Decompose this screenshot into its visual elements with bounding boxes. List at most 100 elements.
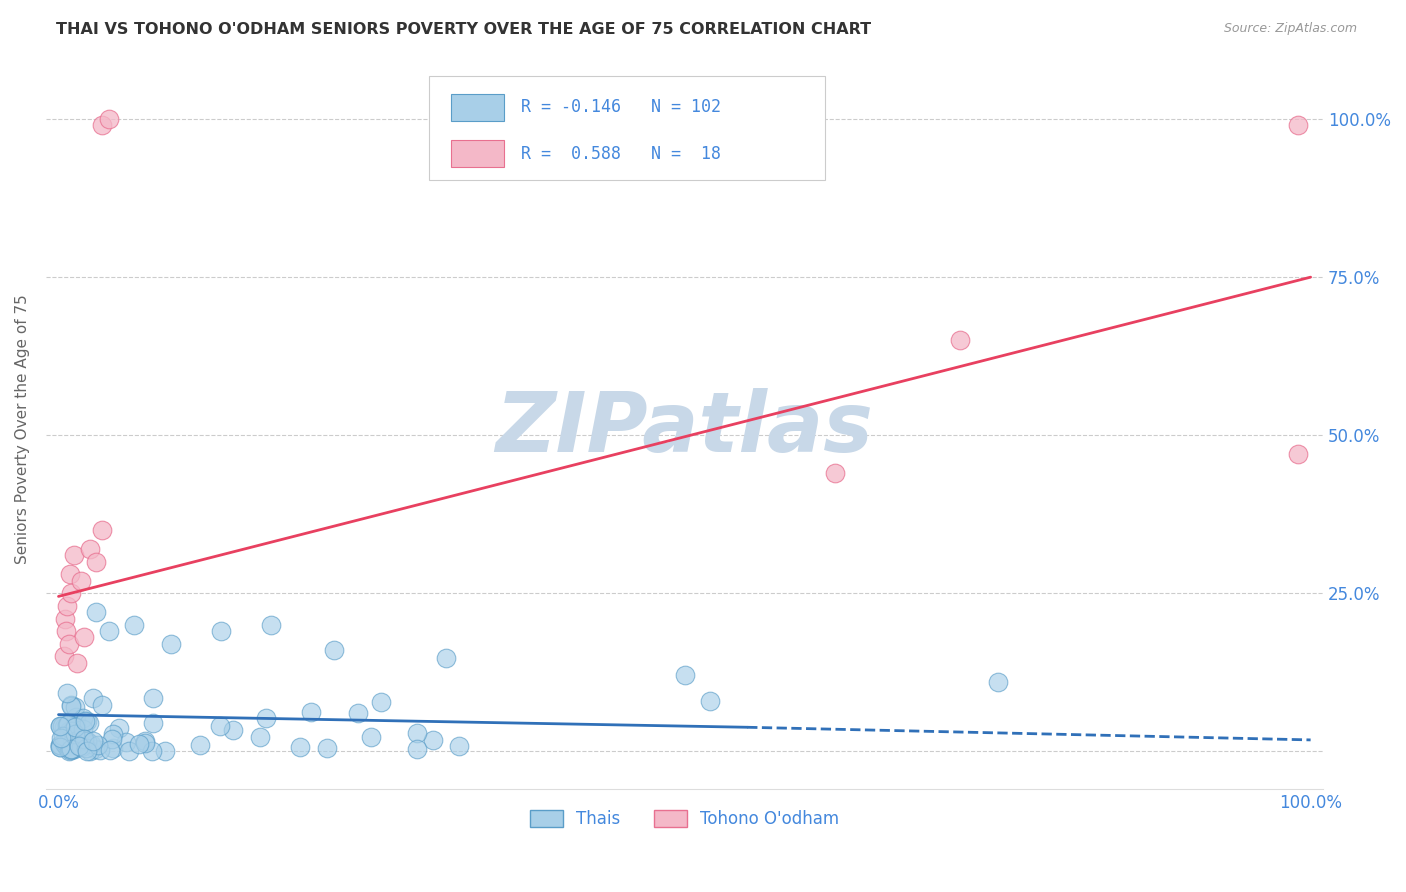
- Point: [59, 699, 82, 714]
- FancyBboxPatch shape: [451, 94, 505, 121]
- Point: [72, 722, 94, 736]
- Point: [52, 734, 75, 748]
- Point: [160, 637, 183, 651]
- Text: R = -0.146   N = 102: R = -0.146 N = 102: [522, 98, 721, 116]
- Point: [76, 734, 98, 748]
- Point: [65, 715, 87, 730]
- Point: [60, 723, 83, 738]
- Point: [91, 523, 114, 537]
- Point: [699, 694, 721, 708]
- Point: [323, 643, 346, 657]
- Point: [56, 686, 79, 700]
- Point: [101, 741, 124, 756]
- Point: [59, 567, 82, 582]
- Point: [58, 727, 80, 741]
- Point: [79, 744, 101, 758]
- Point: [59, 743, 82, 757]
- Point: [142, 716, 165, 731]
- Point: [406, 742, 429, 756]
- Point: [62, 719, 84, 733]
- Point: [434, 651, 457, 665]
- Point: [949, 334, 972, 348]
- Point: [75, 714, 97, 728]
- Point: [60, 736, 83, 750]
- Point: [89, 743, 111, 757]
- Point: [449, 739, 471, 753]
- Point: [108, 721, 131, 735]
- Text: R =  0.588   N =  18: R = 0.588 N = 18: [522, 145, 721, 162]
- Point: [254, 710, 277, 724]
- Point: [77, 716, 100, 731]
- Point: [59, 742, 82, 756]
- Text: ZIPatlas: ZIPatlas: [496, 388, 873, 469]
- Point: [63, 742, 86, 756]
- Point: [55, 624, 77, 639]
- Point: [299, 705, 322, 719]
- Point: [53, 721, 76, 735]
- Point: [62, 741, 84, 756]
- Point: [98, 743, 121, 757]
- Point: [72, 711, 94, 725]
- Point: [134, 734, 156, 748]
- Point: [55, 739, 77, 753]
- Point: [117, 744, 139, 758]
- Point: [67, 732, 90, 747]
- Point: [370, 695, 392, 709]
- Point: [72, 631, 94, 645]
- Point: [84, 555, 107, 569]
- Point: [82, 691, 104, 706]
- Point: [58, 724, 80, 739]
- Point: [49, 731, 72, 745]
- Point: [48, 740, 70, 755]
- FancyBboxPatch shape: [429, 76, 825, 180]
- Point: [48, 719, 70, 733]
- Point: [58, 738, 80, 752]
- Point: [75, 741, 97, 756]
- Point: [51, 719, 73, 733]
- Point: [101, 726, 124, 740]
- Point: [97, 624, 120, 639]
- Point: [67, 739, 90, 754]
- Point: [63, 727, 86, 741]
- Point: [48, 719, 70, 733]
- Point: [84, 605, 107, 619]
- Point: [65, 720, 87, 734]
- Point: [58, 717, 80, 731]
- Point: [49, 739, 72, 753]
- Point: [79, 541, 101, 556]
- Point: [115, 734, 138, 748]
- Point: [91, 119, 114, 133]
- Point: [56, 718, 79, 732]
- Point: [84, 742, 107, 756]
- Point: [60, 586, 83, 600]
- Point: [134, 736, 156, 750]
- Text: THAI VS TOHONO O'ODHAM SENIORS POVERTY OVER THE AGE OF 75 CORRELATION CHART: THAI VS TOHONO O'ODHAM SENIORS POVERTY O…: [56, 22, 872, 37]
- Point: [70, 740, 93, 755]
- Point: [360, 731, 382, 745]
- Point: [91, 698, 114, 713]
- Point: [290, 740, 312, 755]
- Point: [260, 618, 283, 632]
- Point: [422, 732, 444, 747]
- Point: [82, 734, 104, 748]
- Point: [209, 624, 232, 639]
- Text: Source: ZipAtlas.com: Source: ZipAtlas.com: [1223, 22, 1357, 36]
- Point: [73, 733, 96, 747]
- Point: [55, 730, 77, 744]
- Point: [58, 637, 80, 651]
- Point: [55, 734, 77, 748]
- Point: [60, 742, 83, 756]
- Point: [62, 549, 84, 563]
- Point: [62, 739, 84, 754]
- Point: [128, 737, 150, 751]
- Point: [347, 706, 370, 720]
- Point: [249, 730, 271, 744]
- Point: [97, 112, 120, 127]
- Point: [142, 690, 165, 705]
- Point: [316, 741, 339, 756]
- Point: [76, 744, 98, 758]
- Point: [66, 735, 89, 749]
- Point: [49, 740, 72, 755]
- Point: [52, 649, 75, 664]
- Point: [673, 668, 696, 682]
